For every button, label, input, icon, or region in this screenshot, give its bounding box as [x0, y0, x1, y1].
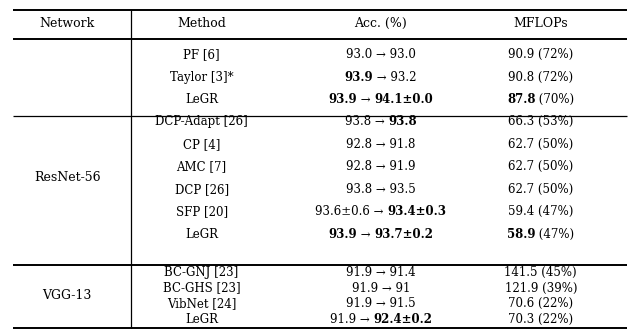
Text: 90.8 (72%): 90.8 (72%): [508, 71, 573, 83]
Text: 90.9 (72%): 90.9 (72%): [508, 48, 573, 61]
Text: 93.8 →: 93.8 →: [345, 116, 388, 128]
Text: 91.9 → 91.5: 91.9 → 91.5: [346, 297, 415, 310]
Text: CP [4]: CP [4]: [183, 138, 220, 151]
Text: Method: Method: [177, 17, 226, 30]
Text: →: →: [357, 228, 374, 241]
Text: BC-GHS [23]: BC-GHS [23]: [163, 282, 241, 294]
Text: 59.4 (47%): 59.4 (47%): [508, 205, 573, 218]
Text: →: →: [357, 93, 374, 106]
Text: 91.9 → 91.4: 91.9 → 91.4: [346, 266, 415, 278]
Text: 70.3 (22%): 70.3 (22%): [508, 313, 573, 326]
Text: 62.7 (50%): 62.7 (50%): [508, 160, 573, 173]
Text: 92.8 → 91.9: 92.8 → 91.9: [346, 160, 415, 173]
Text: SFP [20]: SFP [20]: [175, 205, 228, 218]
Text: 66.3 (53%): 66.3 (53%): [508, 116, 573, 128]
Text: LeGR: LeGR: [185, 228, 218, 241]
Text: 93.8: 93.8: [388, 116, 417, 128]
Text: ResNet-56: ResNet-56: [34, 172, 100, 184]
Text: Taylor [3]*: Taylor [3]*: [170, 71, 234, 83]
Text: 91.9 → 91: 91.9 → 91: [351, 282, 410, 294]
Text: 93.6±0.6 →: 93.6±0.6 →: [315, 205, 387, 218]
Text: DCP [26]: DCP [26]: [175, 183, 228, 196]
Text: 62.7 (50%): 62.7 (50%): [508, 138, 573, 151]
Text: 93.9: 93.9: [328, 93, 357, 106]
Text: 93.9: 93.9: [345, 71, 373, 83]
Text: 94.1±0.0: 94.1±0.0: [374, 93, 433, 106]
Text: BC-GNJ [23]: BC-GNJ [23]: [164, 266, 239, 278]
Text: AMC [7]: AMC [7]: [177, 160, 227, 173]
Text: 62.7 (50%): 62.7 (50%): [508, 183, 573, 196]
Text: Network: Network: [40, 17, 95, 30]
Text: 141.5 (45%): 141.5 (45%): [504, 266, 577, 278]
Text: → 93.2: → 93.2: [373, 71, 417, 83]
Text: (70%): (70%): [536, 93, 575, 106]
Text: (47%): (47%): [536, 228, 575, 241]
Text: 93.4±0.3: 93.4±0.3: [387, 205, 447, 218]
Text: 87.8: 87.8: [507, 93, 536, 106]
Text: 93.9: 93.9: [328, 228, 357, 241]
Text: VGG-13: VGG-13: [42, 289, 92, 302]
Text: 92.8 → 91.8: 92.8 → 91.8: [346, 138, 415, 151]
Text: 93.7±0.2: 93.7±0.2: [374, 228, 433, 241]
Text: 70.6 (22%): 70.6 (22%): [508, 297, 573, 310]
Text: LeGR: LeGR: [185, 313, 218, 326]
Text: PF [6]: PF [6]: [183, 48, 220, 61]
Text: 93.0 → 93.0: 93.0 → 93.0: [346, 48, 416, 61]
Text: 121.9 (39%): 121.9 (39%): [504, 282, 577, 294]
Text: 58.9: 58.9: [507, 228, 536, 241]
Text: LeGR: LeGR: [185, 93, 218, 106]
Text: 92.4±0.2: 92.4±0.2: [373, 313, 432, 326]
Text: MFLOPs: MFLOPs: [513, 17, 568, 30]
Text: VibNet [24]: VibNet [24]: [167, 297, 236, 310]
Text: 93.8 → 93.5: 93.8 → 93.5: [346, 183, 415, 196]
Text: DCP-Adapt [26]: DCP-Adapt [26]: [156, 116, 248, 128]
Text: Acc. (%): Acc. (%): [355, 17, 407, 30]
Text: 91.9 →: 91.9 →: [330, 313, 373, 326]
